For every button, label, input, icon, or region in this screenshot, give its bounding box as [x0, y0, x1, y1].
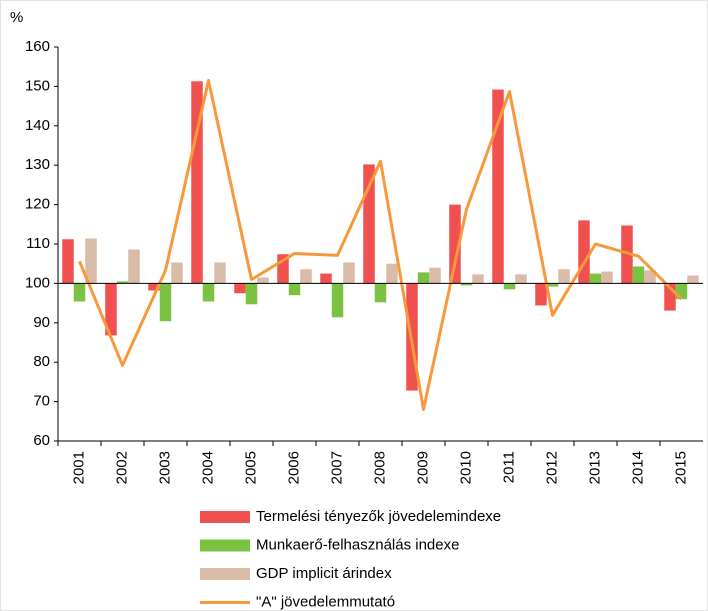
- line-series: [78, 78, 683, 411]
- bar: [589, 273, 602, 284]
- bar: [214, 262, 226, 284]
- bar: [503, 283, 516, 290]
- bar: [300, 269, 312, 284]
- bar: [171, 262, 183, 284]
- x-tick-label: 2007: [328, 451, 345, 484]
- y-tick-label: 90: [33, 314, 50, 331]
- bar: [288, 283, 301, 296]
- x-tick-label: 2002: [113, 451, 130, 484]
- y-axis-label: %: [10, 9, 23, 26]
- bar: [578, 220, 590, 284]
- bar: [515, 274, 527, 284]
- bar: [644, 270, 656, 284]
- bar: [558, 269, 570, 284]
- bar: [535, 283, 547, 306]
- bar: [234, 283, 246, 294]
- legend-label: GDP implicit árindex: [256, 565, 392, 582]
- x-tick-label: 2012: [543, 451, 560, 484]
- x-tick-label: 2004: [199, 451, 216, 484]
- bar: [73, 283, 86, 302]
- bar: [492, 89, 504, 284]
- x-tick-label: 2009: [414, 451, 431, 484]
- y-tick-label: 70: [33, 393, 50, 410]
- bar: [601, 271, 613, 284]
- x-tick-label: 2014: [629, 451, 646, 484]
- bar: [191, 81, 203, 284]
- bar: [331, 283, 344, 318]
- y-tick-label: 140: [25, 117, 50, 134]
- legend-swatch: [200, 539, 250, 552]
- bar: [277, 254, 289, 284]
- y-tick-label: 120: [25, 196, 50, 213]
- bar: [363, 164, 375, 284]
- legend-label: Munkaerő-felhasználás indexe: [256, 536, 459, 553]
- bar: [148, 283, 160, 291]
- y-tick-label: 60: [33, 432, 50, 449]
- bar: [245, 283, 258, 305]
- legend-label: "A" jövedelemmutató: [256, 593, 395, 610]
- x-tick-label: 2008: [371, 451, 388, 484]
- x-tick-label: 2015: [672, 451, 689, 484]
- bar: [417, 272, 430, 284]
- bar: [546, 283, 559, 287]
- bar: [687, 275, 699, 284]
- bar: [62, 239, 74, 284]
- bar: [472, 274, 484, 284]
- bar: [343, 262, 355, 284]
- y-tick-label: 160: [25, 38, 50, 55]
- bar: [116, 281, 129, 284]
- legend-label: Termelési tényezők jövedelemindexe: [256, 508, 501, 525]
- x-tick-label: 2003: [156, 451, 173, 484]
- bar: [386, 263, 398, 284]
- bar: [449, 204, 461, 284]
- legend-swatch: [200, 511, 250, 523]
- x-tick-label: 2006: [285, 451, 302, 484]
- bar: [460, 283, 473, 286]
- bar: [257, 277, 269, 284]
- bar: [128, 249, 140, 284]
- x-tick-label: 2005: [242, 451, 259, 484]
- bar: [664, 283, 676, 311]
- bar: [429, 267, 441, 284]
- y-tick-label: 130: [25, 156, 50, 173]
- bar: [632, 266, 645, 284]
- bar: [320, 273, 332, 284]
- y-tick-label: 80: [33, 353, 50, 370]
- x-tick-label: 2011: [500, 451, 517, 483]
- y-tick-label: 110: [26, 235, 50, 252]
- bar: [202, 283, 215, 302]
- x-tick-label: 2013: [586, 451, 603, 484]
- bar: [159, 283, 172, 322]
- x-tick-label: 2001: [70, 451, 87, 484]
- bar: [105, 283, 117, 336]
- y-tick-label: 150: [25, 77, 50, 94]
- bar: [675, 283, 688, 300]
- bar: [85, 238, 97, 284]
- x-tick-label: 2010: [457, 451, 474, 484]
- legend-swatch: [200, 568, 250, 580]
- bar: [374, 283, 387, 303]
- y-tick-label: 100: [25, 274, 50, 291]
